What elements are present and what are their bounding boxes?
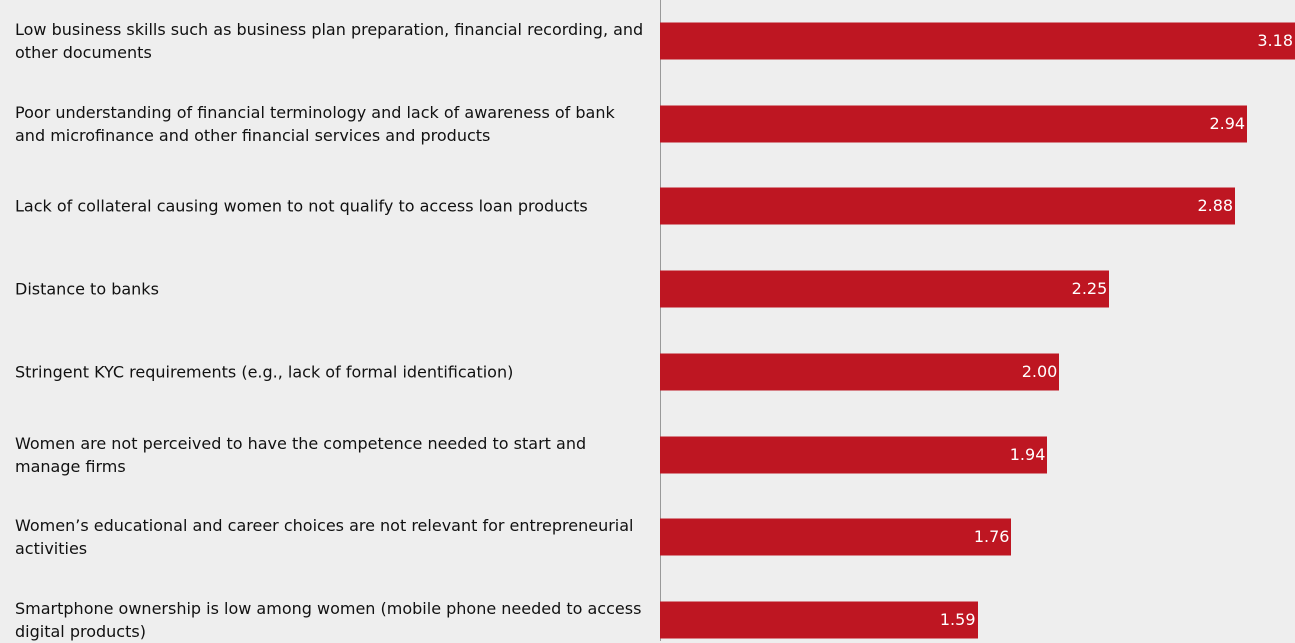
category-label: Poor understanding of financial terminol… [15,102,615,145]
bar [660,353,1060,391]
category-label: Stringent KYC requirements (e.g., lack o… [15,362,514,382]
category-label: Women are not perceived to have the comp… [15,433,587,476]
bar [660,601,978,639]
category-label: Lack of collateral causing women to not … [15,196,588,216]
category-label: Low business skills such as business pla… [15,20,644,62]
bar [660,518,1012,556]
value-label: 1.94 [1009,444,1046,464]
bar [660,105,1248,143]
value-label: 2.25 [1071,279,1108,299]
axis-line [660,0,661,641]
bar [660,436,1048,473]
category-label: Distance to banks [15,279,159,299]
value-label: 2.88 [1197,196,1234,216]
value-label: 3.18 [1257,31,1293,50]
value-label: 1.59 [939,609,976,629]
category-label: Women’s educational and career choices a… [15,516,634,559]
value-label: 1.76 [973,527,1010,547]
bar [660,270,1110,308]
category-label: Smartphone ownership is low among women … [15,598,642,641]
value-label: 2.94 [1209,113,1246,133]
bar [660,22,1295,60]
value-label: 2.00 [1021,361,1058,381]
bar [660,187,1236,225]
